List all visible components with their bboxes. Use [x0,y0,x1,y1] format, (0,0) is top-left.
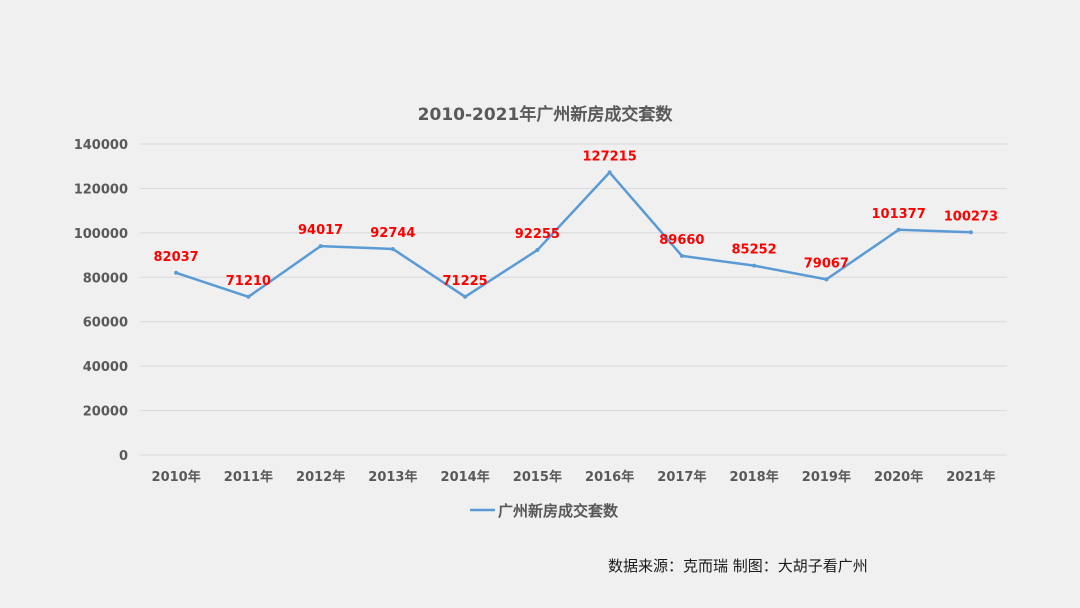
data-label: 127215 [582,149,636,164]
x-tick-label: 2019年 [802,469,851,485]
y-tick-label: 0 [119,449,128,464]
data-label: 100273 [944,209,998,224]
data-point [752,263,757,268]
data-label: 92744 [370,226,415,241]
data-label: 71210 [226,274,271,289]
gridlines [140,143,1007,456]
x-tick-label: 2021年 [946,469,995,485]
y-tick-label: 40000 [83,360,128,375]
data-label: 92255 [515,227,560,242]
x-tick-label: 2012年 [296,469,345,485]
legend: 广州新房成交套数 [470,502,619,520]
data-point [318,244,323,249]
x-tick-label: 2016年 [585,469,634,485]
data-point [896,227,901,232]
data-point [607,170,612,175]
legend-label: 广州新房成交套数 [498,502,619,520]
y-tick-label: 80000 [83,271,128,286]
data-label: 71225 [443,274,488,289]
x-tick-label: 2015年 [513,469,562,485]
data-point [968,230,973,235]
x-tick-label: 2014年 [441,469,490,485]
data-point [535,248,540,253]
data-label: 94017 [298,223,343,238]
data-point [463,294,468,299]
data-labels: 82037 71210 94017 92744 71225 92255 127215 8966… [154,149,999,288]
chart-title: 2010-2021年广州新房成交套数 [418,104,674,125]
y-tick-label: 20000 [83,405,128,420]
data-label: 89660 [659,233,704,248]
x-tick-label: 2010年 [152,469,201,485]
x-tick-label: 2011年 [224,469,273,485]
y-axis-ticks: 0 20000 40000 60000 80000 100000 120000 140000 [74,138,128,464]
source-credit: 数据来源：克而瑞 制图：大胡子看广州 [608,557,868,575]
data-point [390,246,395,251]
data-point [679,253,684,258]
data-label: 82037 [154,250,199,265]
data-label: 101377 [871,207,925,222]
x-axis-ticks: 2010年 2011年 2012年 2013年 2014年 2015年 2016年 2017年… [152,469,996,485]
data-point [174,270,179,275]
x-tick-label: 2020年 [874,469,923,485]
y-tick-label: 60000 [83,316,128,331]
data-label: 79067 [804,256,849,271]
data-label: 85252 [732,243,777,258]
y-tick-label: 140000 [74,138,128,153]
x-tick-label: 2017年 [657,469,706,485]
data-point [824,277,829,282]
y-tick-label: 100000 [74,227,128,242]
series-line [175,171,971,299]
x-tick-label: 2018年 [730,469,779,485]
series-layer [174,170,973,299]
data-point [246,294,251,299]
x-tick-label: 2013年 [368,469,417,485]
y-tick-label: 120000 [74,182,128,197]
